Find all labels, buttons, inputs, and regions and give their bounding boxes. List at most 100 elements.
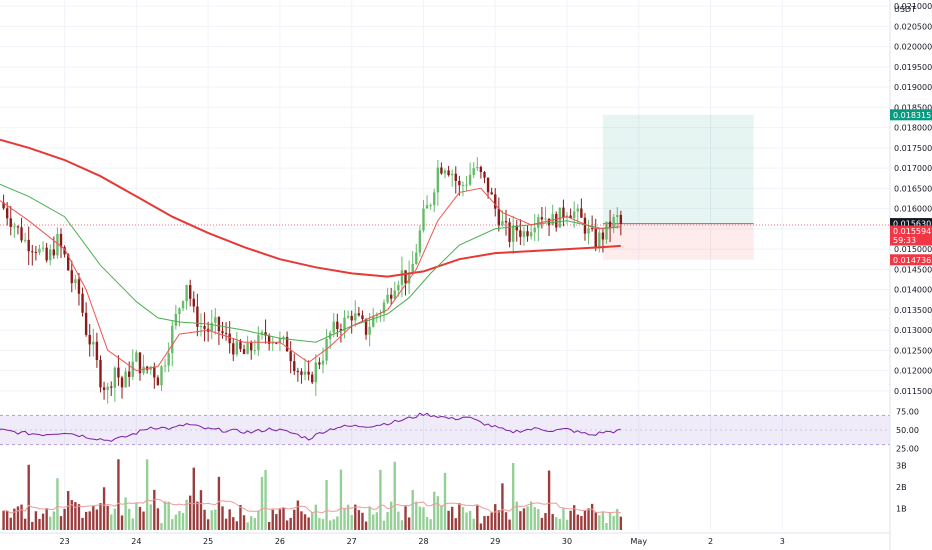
volume-bar — [23, 518, 27, 530]
volume-pane[interactable] — [2, 459, 623, 530]
candle — [257, 326, 260, 356]
time-axis[interactable]: 23 24 25 26 27 28 29 30 May 2 3 — [0, 532, 890, 546]
candle-body — [404, 270, 407, 284]
volume-bar — [364, 521, 368, 530]
price-tick-label: 0.015000 — [894, 245, 932, 254]
candle — [368, 312, 371, 347]
volume-bar — [562, 508, 565, 530]
candle — [278, 331, 282, 352]
candle — [357, 307, 361, 317]
candle — [490, 187, 493, 195]
candle-body — [511, 225, 515, 242]
long-position-tool[interactable] — [602, 114, 754, 260]
candle-body — [558, 207, 562, 228]
candle-body — [447, 170, 450, 176]
volume-bar — [465, 512, 468, 530]
candle-body — [555, 214, 558, 228]
candle-body — [278, 337, 282, 344]
price-tick-label: 0.016000 — [894, 205, 932, 214]
candle-body — [616, 215, 619, 218]
volume-bar — [189, 495, 192, 530]
candle — [99, 355, 102, 393]
volume-bar — [224, 518, 228, 530]
candle-body — [232, 343, 235, 355]
candle — [142, 354, 145, 376]
candle-body — [415, 252, 418, 265]
candle — [189, 279, 192, 307]
candle — [117, 355, 120, 386]
time-tick-label: 28 — [418, 537, 428, 546]
candle-body — [544, 218, 547, 220]
candle-body — [450, 173, 454, 176]
candle — [264, 319, 267, 344]
candle — [497, 197, 501, 232]
candle-body — [167, 353, 170, 366]
candle-body — [572, 211, 576, 219]
volume-bar — [357, 510, 361, 530]
candle — [386, 287, 389, 304]
volume-bar — [454, 518, 457, 530]
price-tick-label: 0.019000 — [894, 83, 932, 92]
price-axis[interactable]: 0.020500 0.020000 0.019500 0.019000 0.018500… — [889, 0, 932, 550]
rsi-pane[interactable] — [0, 412, 890, 446]
volume-bar — [311, 512, 314, 530]
candle — [160, 365, 163, 392]
volume-bar — [120, 515, 124, 530]
candle-body — [407, 272, 411, 284]
candle-body — [318, 362, 321, 365]
candle — [59, 228, 63, 258]
candle-body — [199, 326, 203, 328]
candle-body — [418, 230, 422, 253]
candle — [167, 342, 170, 372]
volume-bar — [372, 514, 375, 530]
candle-body — [27, 239, 30, 252]
candle-body — [443, 170, 447, 174]
candle — [494, 188, 497, 217]
candle-body — [522, 231, 526, 237]
candle — [34, 246, 38, 261]
volume-bar — [418, 506, 422, 530]
candle-body — [221, 331, 224, 334]
candle — [196, 293, 199, 337]
volume-bar — [95, 509, 99, 530]
candle — [343, 310, 346, 339]
candle-body — [99, 360, 102, 388]
candle — [440, 162, 443, 175]
candle — [562, 199, 565, 227]
price-axis-ticks: 0.020500 0.020000 0.019500 0.019000 0.018500… — [894, 22, 932, 396]
volume-bar — [382, 520, 386, 530]
candle-body — [540, 217, 544, 220]
candle-body — [601, 232, 605, 240]
candle — [558, 207, 562, 228]
candle — [124, 367, 127, 388]
candle-body — [364, 318, 368, 335]
volume-bar — [31, 521, 34, 530]
volume-bar — [275, 514, 278, 530]
volume-bar — [450, 506, 454, 530]
volume-bar — [422, 507, 425, 530]
candle-body — [181, 301, 185, 309]
volume-bar — [135, 502, 138, 530]
volume-bar — [389, 501, 393, 530]
candle-body — [357, 313, 361, 316]
volume-bar — [192, 467, 195, 530]
candle — [511, 215, 515, 255]
candle-body — [2, 202, 5, 209]
candle — [120, 375, 124, 399]
candle — [583, 213, 587, 241]
candle-body — [307, 371, 310, 375]
candle-body — [113, 367, 117, 388]
candle — [113, 366, 117, 402]
candle-body — [375, 314, 379, 316]
candle-body — [267, 335, 271, 344]
price-pane[interactable] — [0, 0, 890, 530]
time-tick-label: May — [631, 537, 648, 546]
volume-bar — [547, 470, 551, 530]
candle — [242, 344, 246, 355]
take-profit-value: 0.018315 — [893, 111, 931, 120]
candle-body — [13, 226, 16, 228]
candle — [49, 244, 52, 266]
volume-bar — [350, 515, 353, 530]
volume-bar — [124, 497, 127, 530]
